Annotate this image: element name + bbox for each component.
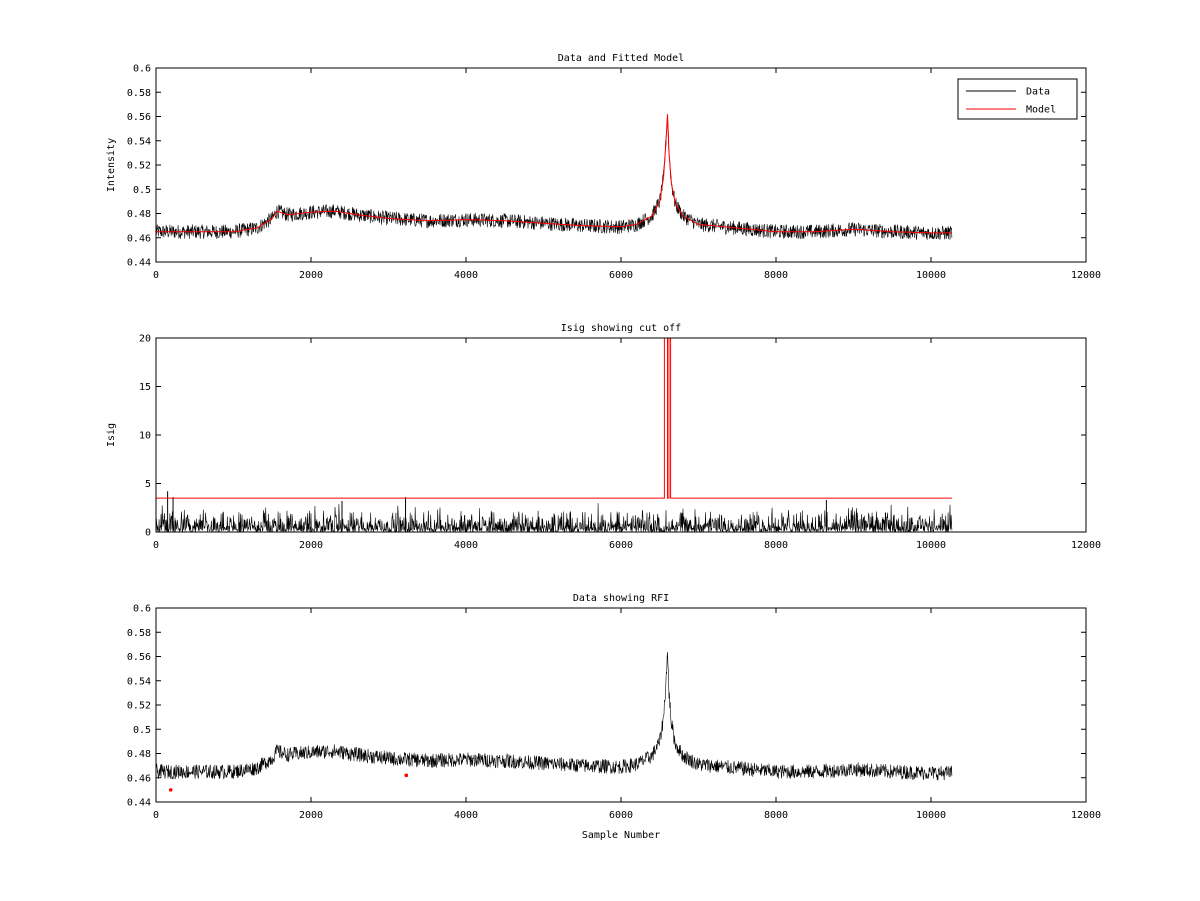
panel-3: 0 2000 4000 6000 8000 10000 12000 0.44 0.46 0.48 0… bbox=[127, 593, 1101, 841]
y-tick-label: 0.48 bbox=[127, 209, 151, 220]
x-tick-label: 4000 bbox=[454, 540, 478, 551]
y-axis-label: Intensity bbox=[106, 138, 117, 192]
y-tick-label: 0.52 bbox=[127, 701, 151, 712]
x-tick-label: 12000 bbox=[1071, 270, 1101, 281]
series-1-line bbox=[156, 652, 953, 781]
x-tick-label: 2000 bbox=[299, 540, 323, 551]
y-tick-label: 0.46 bbox=[127, 773, 151, 784]
series-data-line bbox=[156, 114, 953, 240]
x-tick-label: 4000 bbox=[454, 810, 478, 821]
x-tick-label: 6000 bbox=[609, 810, 633, 821]
plot-area bbox=[156, 114, 953, 240]
y-tick-label: 0.54 bbox=[127, 676, 151, 687]
y-tick-label: 0.6 bbox=[133, 64, 151, 75]
legend-label-model: Model bbox=[1026, 105, 1056, 116]
x-tick-label: 8000 bbox=[764, 540, 788, 551]
y-tick-label: 0.56 bbox=[127, 652, 151, 663]
y-tick-label: 0.5 bbox=[133, 185, 151, 196]
x-tick-label: 10000 bbox=[916, 810, 946, 821]
series-isig-line bbox=[156, 503, 953, 532]
x-tick-label: 0 bbox=[153, 540, 159, 551]
x-tick-label: 10000 bbox=[916, 270, 946, 281]
chart-title: Isig showing cut off bbox=[561, 323, 681, 334]
x-tick-label: 8000 bbox=[764, 270, 788, 281]
panel-2: 0 2000 4000 6000 8000 10000 12000 0 5 10 15 20 Isig … bbox=[106, 323, 1101, 551]
y-tick-label: 0.54 bbox=[127, 136, 151, 147]
panel-1: 0 2000 4000 6000 8000 10000 12000 0.44 0.46 0.48 0… bbox=[106, 53, 1101, 281]
y-tick-label: 5 bbox=[145, 479, 151, 490]
x-tick-label: 2000 bbox=[299, 810, 323, 821]
plot-area bbox=[156, 652, 953, 792]
legend-box bbox=[957, 78, 1078, 120]
cutoff-line bbox=[156, 338, 952, 499]
x-tick-label: 12000 bbox=[1071, 540, 1101, 551]
y-tick-label: 0.46 bbox=[127, 233, 151, 244]
y-tick-label: 0.6 bbox=[133, 604, 151, 615]
chart-title: Data showing RFI bbox=[573, 593, 669, 604]
y-tick-label: 15 bbox=[139, 382, 151, 393]
rfi-marker-2 bbox=[404, 773, 409, 778]
y-tick-label: 0.58 bbox=[127, 628, 151, 639]
series-model-line bbox=[156, 114, 952, 234]
y-tick-label: 0.44 bbox=[127, 258, 151, 269]
x-tick-label: 6000 bbox=[609, 270, 633, 281]
x-tick-label: 4000 bbox=[454, 270, 478, 281]
chart-title: Data and Fitted Model bbox=[558, 53, 684, 64]
y-tick-label: 0.58 bbox=[127, 88, 151, 99]
axes-frame bbox=[155, 337, 1087, 533]
y-tick-label: 0.44 bbox=[127, 798, 151, 809]
y-tick-label: 0.52 bbox=[127, 161, 151, 172]
y-tick-label: 20 bbox=[139, 334, 151, 345]
plot-area bbox=[156, 338, 953, 532]
rfi-marker-1 bbox=[168, 788, 173, 792]
y-tick-label: 0 bbox=[145, 528, 151, 539]
y-tick-label: 0.56 bbox=[127, 112, 151, 123]
x-tick-label: 10000 bbox=[916, 540, 946, 551]
y-axis-label: Isig bbox=[106, 423, 117, 447]
x-tick-label: 12000 bbox=[1071, 810, 1101, 821]
x-tick-label: 0 bbox=[153, 810, 159, 821]
x-tick-label: 2000 bbox=[299, 270, 323, 281]
x-tick-label: 6000 bbox=[609, 540, 633, 551]
y-tick-label: 0.48 bbox=[127, 749, 151, 760]
x-tick-label: 0 bbox=[153, 270, 159, 281]
y-tick-label: 0.5 bbox=[133, 725, 151, 736]
x-tick-label: 8000 bbox=[764, 810, 788, 821]
x-axis-label: Sample Number bbox=[582, 830, 660, 841]
legend-label-data: Data bbox=[1026, 87, 1050, 98]
legend: Data Model bbox=[957, 78, 1078, 120]
y-tick-label: 10 bbox=[139, 431, 151, 442]
